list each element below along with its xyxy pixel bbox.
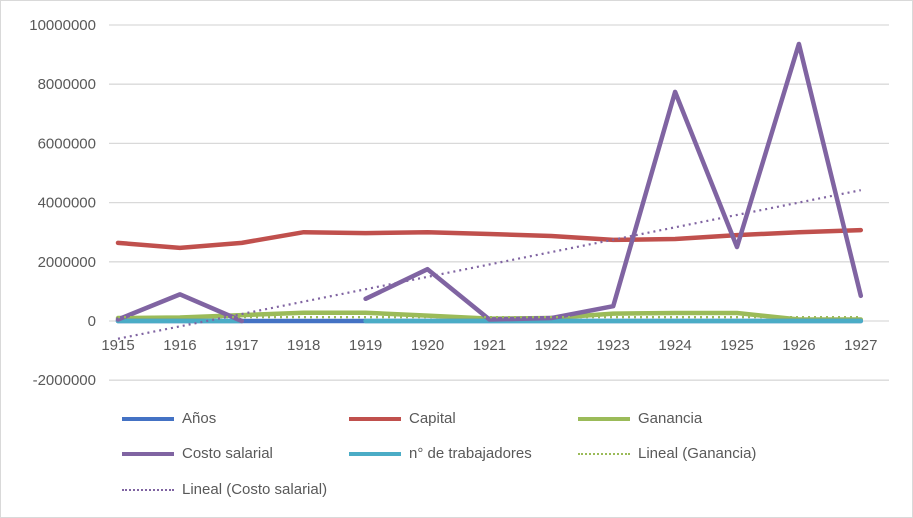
x-tick-label: 1926	[782, 337, 815, 354]
legend-label: Costo salarial	[182, 445, 273, 462]
legend-swatch	[578, 452, 630, 455]
legend-item: Ganancia	[578, 410, 702, 427]
legend-label: Lineal (Costo salarial)	[182, 481, 328, 498]
series-line-costo-salarial	[115, 41, 864, 324]
y-tick-label: 0	[88, 313, 96, 330]
y-tick-label: 8000000	[38, 76, 96, 93]
legend-item: Lineal (Ganancia)	[578, 445, 756, 462]
legend-label: Ganancia	[638, 410, 703, 427]
x-tick-label: 1920	[411, 337, 444, 354]
x-tick-label: 1922	[535, 337, 568, 354]
legend-label: Capital	[409, 410, 456, 427]
legend-swatch	[122, 451, 174, 456]
legend-swatch	[122, 488, 174, 491]
series-line-capital	[115, 227, 864, 251]
legend-item: Años	[122, 410, 216, 427]
y-tick-label: 10000000	[29, 17, 96, 34]
x-tick-label: 1919	[349, 337, 382, 354]
legend-label: n° de trabajadores	[409, 445, 532, 462]
x-tick-label: 1918	[287, 337, 320, 354]
legend-swatch	[349, 451, 401, 456]
y-tick-label: 6000000	[38, 135, 96, 152]
x-tick-label: 1921	[473, 337, 506, 354]
legend-item: n° de trabajadores	[349, 445, 532, 462]
x-tick-label: 1916	[163, 337, 196, 354]
x-tick-label: 1915	[101, 337, 134, 354]
legend-label: Años	[182, 410, 217, 427]
x-tick-label: 1927	[844, 337, 877, 354]
legend-item: Capital	[349, 410, 456, 427]
x-tick-label: 1923	[597, 337, 630, 354]
x-tick-label: 1917	[225, 337, 258, 354]
legend-item: Lineal (Costo salarial)	[122, 481, 327, 498]
plot-area: -2000000 0 2000000 4000000 6000000 8000000 100…	[29, 17, 889, 389]
legend-item: Costo salarial	[122, 445, 273, 462]
y-tick-label: 2000000	[38, 254, 96, 271]
x-tick-label: 1925	[720, 337, 753, 354]
legend-swatch	[349, 416, 401, 421]
legend-label: Lineal (Ganancia)	[638, 445, 757, 462]
y-tick-label: 4000000	[38, 195, 96, 212]
y-tick-label: -2000000	[33, 372, 96, 389]
x-tick-label: 1924	[658, 337, 691, 354]
legend-swatch	[122, 416, 174, 421]
trendline	[117, 189, 862, 340]
legend-swatch	[578, 416, 630, 421]
